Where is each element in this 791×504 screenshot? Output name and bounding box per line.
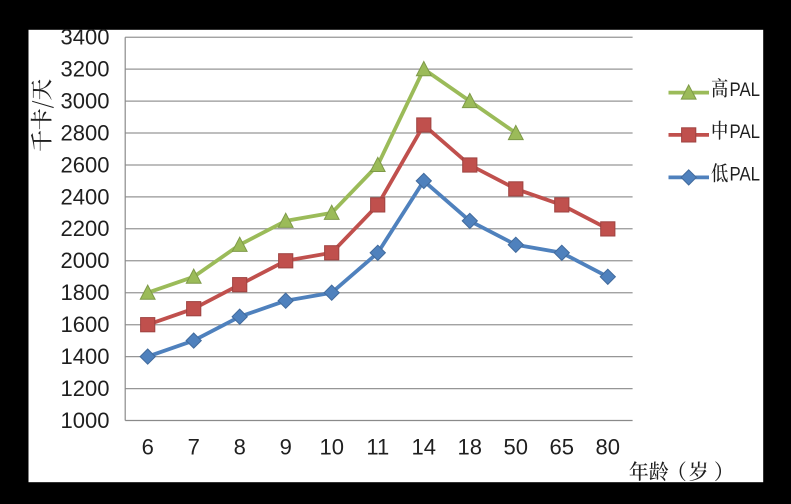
svg-text:2200: 2200: [61, 216, 110, 241]
svg-text:3400: 3400: [61, 25, 110, 50]
svg-text:1000: 1000: [61, 408, 110, 433]
svg-text:1800: 1800: [61, 280, 110, 305]
svg-text:11: 11: [366, 434, 389, 459]
svg-text:18: 18: [458, 434, 482, 459]
svg-text:1600: 1600: [61, 312, 110, 337]
svg-text:7: 7: [188, 434, 200, 459]
svg-text:2000: 2000: [61, 248, 110, 273]
svg-text:PAL: PAL: [730, 164, 761, 186]
svg-text:50: 50: [504, 434, 528, 459]
svg-text:1200: 1200: [61, 376, 110, 401]
svg-text:PAL: PAL: [730, 121, 761, 143]
svg-text:2800: 2800: [61, 120, 110, 145]
svg-text:2600: 2600: [61, 152, 110, 177]
svg-text:PAL: PAL: [730, 79, 761, 101]
svg-text:3200: 3200: [61, 57, 110, 82]
svg-text:3000: 3000: [61, 89, 110, 114]
svg-text:9: 9: [280, 434, 292, 459]
svg-text:2400: 2400: [61, 184, 110, 209]
svg-text:80: 80: [596, 434, 620, 459]
svg-text:10: 10: [319, 434, 343, 459]
svg-text:65: 65: [550, 434, 574, 459]
svg-text:14: 14: [412, 434, 436, 459]
svg-text:6: 6: [142, 434, 154, 459]
svg-text:1400: 1400: [61, 344, 110, 369]
svg-text:8: 8: [234, 434, 246, 459]
